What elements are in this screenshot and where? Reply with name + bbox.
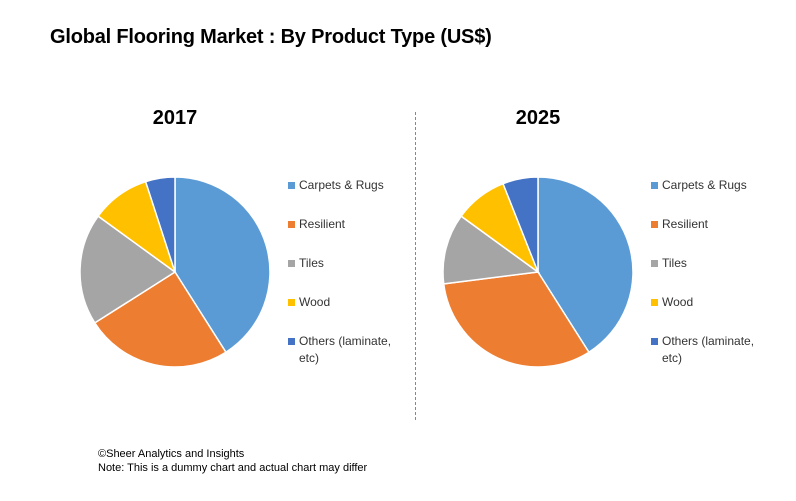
chart-divider (415, 112, 416, 420)
pie-title-2017: 2017 (153, 107, 198, 129)
legend-item-tiles: Tiles (288, 255, 324, 272)
footer: ©Sheer Analytics and Insights Note: This… (98, 447, 367, 475)
pie-slice-2017-others-laminate-etc (144, 176, 176, 273)
legend-swatch (288, 338, 295, 345)
legend-swatch (288, 221, 295, 228)
legend-label: Tiles (299, 256, 324, 270)
legend-label: Carpets & Rugs (662, 178, 747, 192)
pie-slice-2017-tiles (79, 215, 177, 324)
legend-item-wood: Wood (288, 294, 330, 311)
pie-chart-2017: 2017 (79, 107, 271, 368)
legend-item-resilient: Resilient (651, 216, 708, 233)
legend-swatch (651, 338, 658, 345)
legend-label: Resilient (299, 217, 346, 231)
copyright-text: ©Sheer Analytics and Insights (98, 448, 245, 460)
legend-swatch (651, 260, 658, 267)
legend-label: Carpets & Rugs (299, 178, 384, 192)
chart-title: Global Flooring Market : By Product Type… (50, 26, 492, 48)
legend-swatch (288, 182, 295, 189)
legend-label: Others (laminate, etc) (662, 334, 755, 365)
pie-title-2025: 2025 (516, 107, 561, 129)
pie-chart-2025: 2025 (442, 107, 634, 368)
legend-label: Wood (662, 295, 694, 309)
disclaimer-note: Note: This is a dummy chart and actual c… (98, 462, 368, 474)
legend-item-carpets-rugs: Carpets & Rugs (651, 177, 747, 194)
legend-swatch (651, 221, 658, 228)
pie-slice-2025-resilient (442, 271, 590, 368)
legend-item-tiles: Tiles (651, 255, 687, 272)
legend-item-others-laminate-etc: Others (laminate, etc) (651, 333, 772, 367)
pie-slice-2017-resilient (93, 270, 227, 368)
pie-slice-2025-tiles (442, 215, 540, 285)
legend-item-resilient: Resilient (288, 216, 345, 233)
legend-swatch (288, 260, 295, 267)
legend-label: Resilient (662, 217, 709, 231)
legend-swatch (651, 299, 658, 306)
legend-item-carpets-rugs: Carpets & Rugs (288, 177, 384, 194)
legend-label: Others (laminate, etc) (299, 334, 392, 365)
legend-item-others-laminate-etc: Others (laminate, etc) (288, 333, 409, 367)
legend-swatch (651, 182, 658, 189)
legend-swatch (288, 299, 295, 306)
legend-label: Wood (299, 295, 331, 309)
pie-slice-2025-others-laminate-etc (502, 176, 539, 273)
legend-label: Tiles (662, 256, 687, 270)
legend-item-wood: Wood (651, 294, 693, 311)
